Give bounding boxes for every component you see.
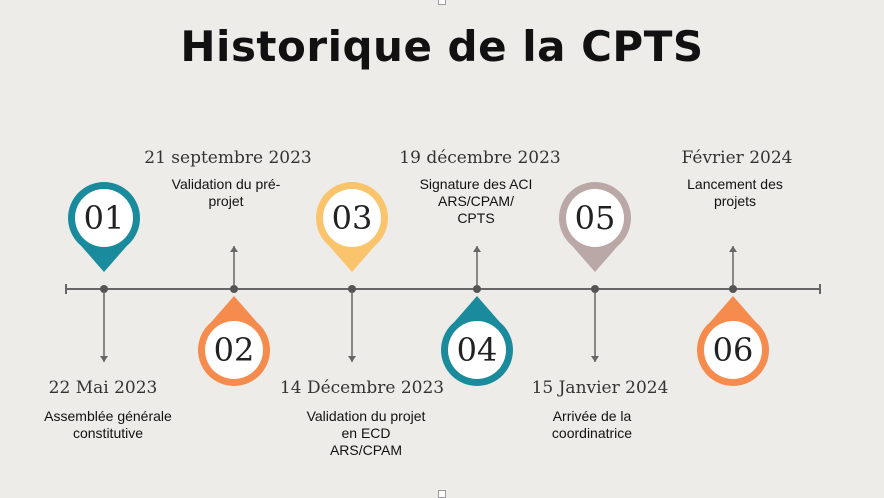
- milestone-number-03: 03: [331, 199, 373, 237]
- pin-inner-04: [448, 321, 506, 379]
- pin-inner-03: [323, 189, 381, 247]
- milestone-date-06: Février 2024: [681, 148, 793, 168]
- milestone-number-02: 02: [213, 331, 255, 369]
- milestone-label-03: Validation du projet en ECD ARS/CPAM: [306, 408, 426, 458]
- milestone-number-06: 06: [712, 331, 754, 369]
- milestone-dot-01: [100, 285, 108, 293]
- arrowhead-05: [591, 356, 599, 362]
- pin-inner-06: [704, 321, 762, 379]
- arrowhead-06: [729, 246, 737, 252]
- arrowhead-01: [100, 356, 108, 362]
- arrowhead-04: [473, 246, 481, 252]
- selection-handle-top[interactable]: [438, 0, 446, 5]
- milestone-label-01: Assemblée générale constitutive: [44, 408, 172, 441]
- milestone-label-04: Signature des ACI ARS/CPAM/ CPTS: [419, 176, 533, 226]
- milestone-number-04: 04: [456, 331, 498, 369]
- milestone-dot-03: [348, 285, 356, 293]
- page-title: Historique de la CPTS: [180, 22, 704, 71]
- milestone-dot-02: [230, 285, 238, 293]
- milestone-label-02: Validation du pré- projet: [171, 176, 281, 209]
- milestone-number-01: 01: [83, 199, 125, 237]
- arrowhead-03: [348, 356, 356, 362]
- pin-inner-01: [75, 189, 133, 247]
- pin-inner-05: [566, 189, 624, 247]
- milestone-date-01: 22 Mai 2023: [48, 378, 158, 398]
- milestone-label-06: Lancement des projets: [687, 176, 783, 209]
- milestone-dot-06: [729, 285, 737, 293]
- milestone-dot-05: [591, 285, 599, 293]
- selection-handle-bottom[interactable]: [438, 490, 446, 498]
- milestone-number-05: 05: [574, 199, 616, 237]
- milestone-date-02: 21 septembre 2023: [144, 148, 312, 168]
- milestone-date-03: 14 Décembre 2023: [279, 378, 445, 398]
- pin-inner-02: [205, 321, 263, 379]
- milestone-label-05: Arrivée de la coordinatrice: [551, 408, 633, 441]
- milestone-date-04: 19 décembre 2023: [399, 148, 561, 168]
- arrowhead-02: [230, 246, 238, 252]
- milestone-date-05: 15 Janvier 2024: [531, 378, 669, 398]
- milestone-dot-04: [473, 285, 481, 293]
